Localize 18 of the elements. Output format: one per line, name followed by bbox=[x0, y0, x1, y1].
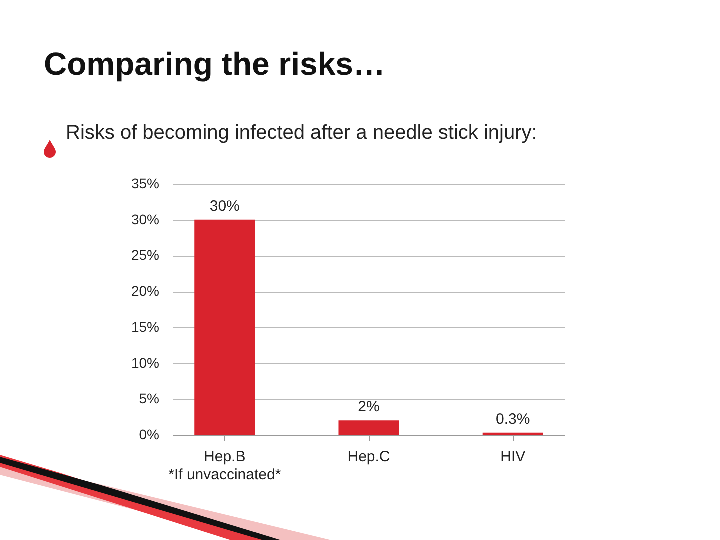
y-tick-label: 0% bbox=[139, 426, 160, 442]
data-label: 2% bbox=[358, 398, 380, 416]
x-tick-label: Hep.B *If unvaccinated* bbox=[168, 448, 282, 484]
y-tick-label: 25% bbox=[131, 247, 160, 264]
bar bbox=[338, 420, 400, 435]
y-tick-label: 35% bbox=[131, 176, 160, 192]
y-tick-label: 15% bbox=[131, 318, 160, 335]
x-tick-label: Hep.C bbox=[348, 448, 390, 466]
data-label: 30% bbox=[210, 198, 240, 215]
chart-subtitle: Risks of becoming infected after a needle stick injury: bbox=[66, 122, 538, 145]
y-tick-label: 5% bbox=[139, 390, 160, 407]
chart-title: Comparing the risks… bbox=[44, 46, 386, 83]
y-tick-label: 10% bbox=[131, 354, 160, 371]
y-tick-label: 30% bbox=[131, 211, 160, 228]
bar bbox=[194, 220, 256, 435]
data-label: 0.3% bbox=[496, 410, 530, 428]
x-tick-label: HIV bbox=[500, 448, 526, 466]
y-tick-label: 20% bbox=[131, 283, 160, 300]
